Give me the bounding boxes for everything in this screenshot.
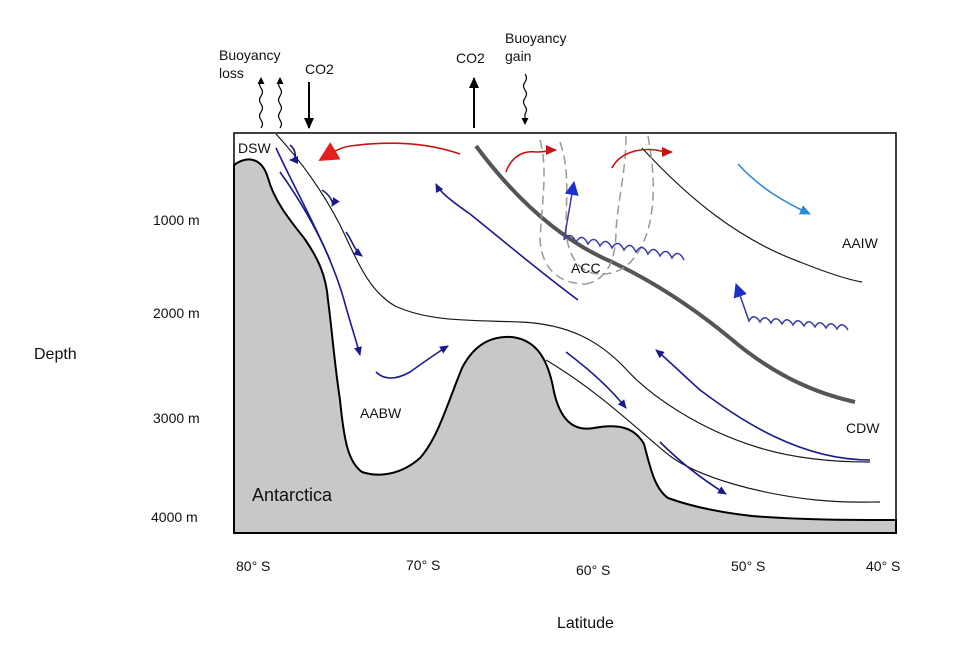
deep-flow-arrows bbox=[275, 144, 871, 495]
dsw-label: DSW bbox=[238, 140, 271, 156]
polar-front-line bbox=[474, 144, 856, 404]
acc-label: ACC bbox=[571, 260, 601, 276]
surface-flow-arrows bbox=[318, 142, 673, 173]
x-axis-title: Latitude bbox=[557, 615, 614, 632]
buoyancy-gain-label-line1: Buoyancy bbox=[505, 30, 566, 46]
isopycnal-line-upper bbox=[275, 133, 871, 463]
x-tick-label: 40° S bbox=[866, 558, 900, 574]
buoyancy-loss-label-line1: Buoyancy bbox=[219, 47, 280, 63]
buoyancy-gain-label-line2: gain bbox=[505, 48, 531, 64]
y-axis-title: Depth bbox=[34, 346, 77, 363]
buoyancy-loss-arrow-2 bbox=[276, 77, 284, 129]
x-tick-label: 50° S bbox=[731, 558, 765, 574]
isopycnal-line-thermocline bbox=[641, 147, 863, 283]
buoyancy-loss-arrow-1 bbox=[257, 77, 265, 129]
cdw-label: CDW bbox=[846, 420, 880, 436]
buoyancy-loss-label-line2: loss bbox=[219, 65, 244, 81]
co2-outgassing-label: CO2 bbox=[456, 50, 485, 66]
y-tick-label: 4000 m bbox=[151, 509, 198, 525]
antarctica-label: Antarctica bbox=[252, 485, 333, 505]
buoyancy-gain-arrow bbox=[521, 73, 529, 125]
x-tick-label: 60° S bbox=[576, 562, 610, 578]
aaiw-label: AAIW bbox=[842, 235, 879, 251]
aabw-label: AABW bbox=[360, 405, 402, 421]
y-tick-label: 2000 m bbox=[153, 305, 200, 321]
intermediate-flow-arrow bbox=[737, 163, 811, 215]
y-tick-label: 1000 m bbox=[153, 212, 200, 228]
isopycnal-line-deep bbox=[545, 359, 881, 503]
x-tick-label: 70° S bbox=[406, 557, 440, 573]
sea-floor bbox=[233, 158, 897, 534]
y-tick-label: 3000 m bbox=[153, 410, 200, 426]
co2-uptake-label: CO2 bbox=[305, 61, 334, 77]
x-tick-label: 80° S bbox=[236, 558, 270, 574]
eddy-arrow-lower bbox=[733, 283, 849, 331]
eddy-arrow-upper bbox=[563, 181, 685, 261]
